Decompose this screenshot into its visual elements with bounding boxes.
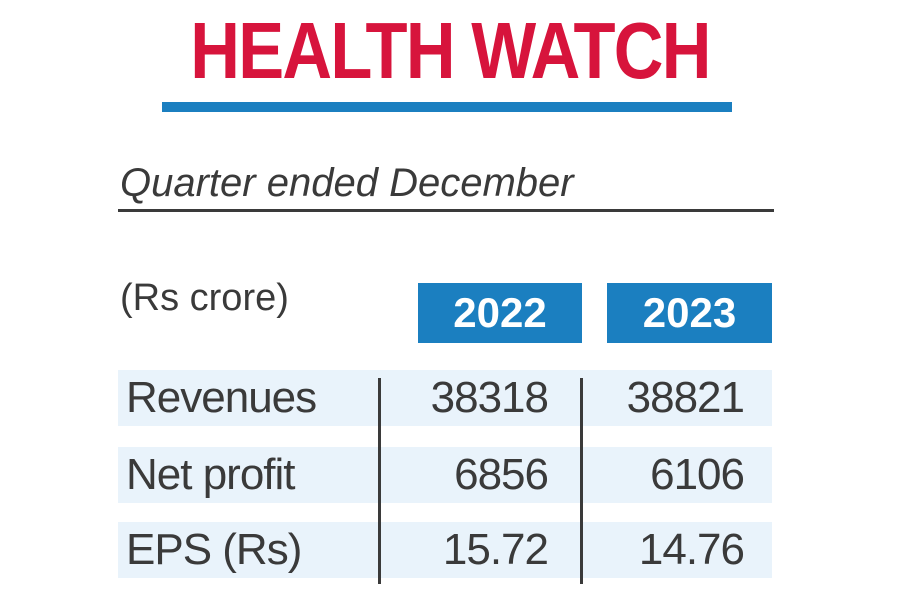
cell-2022: 38318 [430,373,549,422]
title-underline [162,102,732,112]
column-divider-right [580,378,583,584]
cell-2023: 6106 [650,450,745,499]
table-row-net-profit: Net profit 6856 6106 [118,447,772,503]
chart-subtitle: Quarter ended December [120,161,574,205]
subtitle-underline [118,209,774,212]
row-label: Net profit [126,450,296,499]
chart-title: HEALTH WATCH [190,6,711,95]
row-label: EPS (Rs) [126,525,302,574]
column-header-2023: 2023 [607,283,772,343]
cell-2022: 15.72 [442,525,549,574]
column-header-2022: 2022 [418,283,582,343]
cell-2022: 6856 [454,450,549,499]
unit-label: (Rs crore) [120,277,289,319]
cell-2023: 38821 [626,373,745,422]
row-label: Revenues [126,373,317,422]
cell-2023: 14.76 [638,525,745,574]
column-divider-left [378,378,381,584]
table-row-revenues: Revenues 38318 38821 [118,370,772,426]
table-row-eps: EPS (Rs) 15.72 14.76 [118,522,772,578]
